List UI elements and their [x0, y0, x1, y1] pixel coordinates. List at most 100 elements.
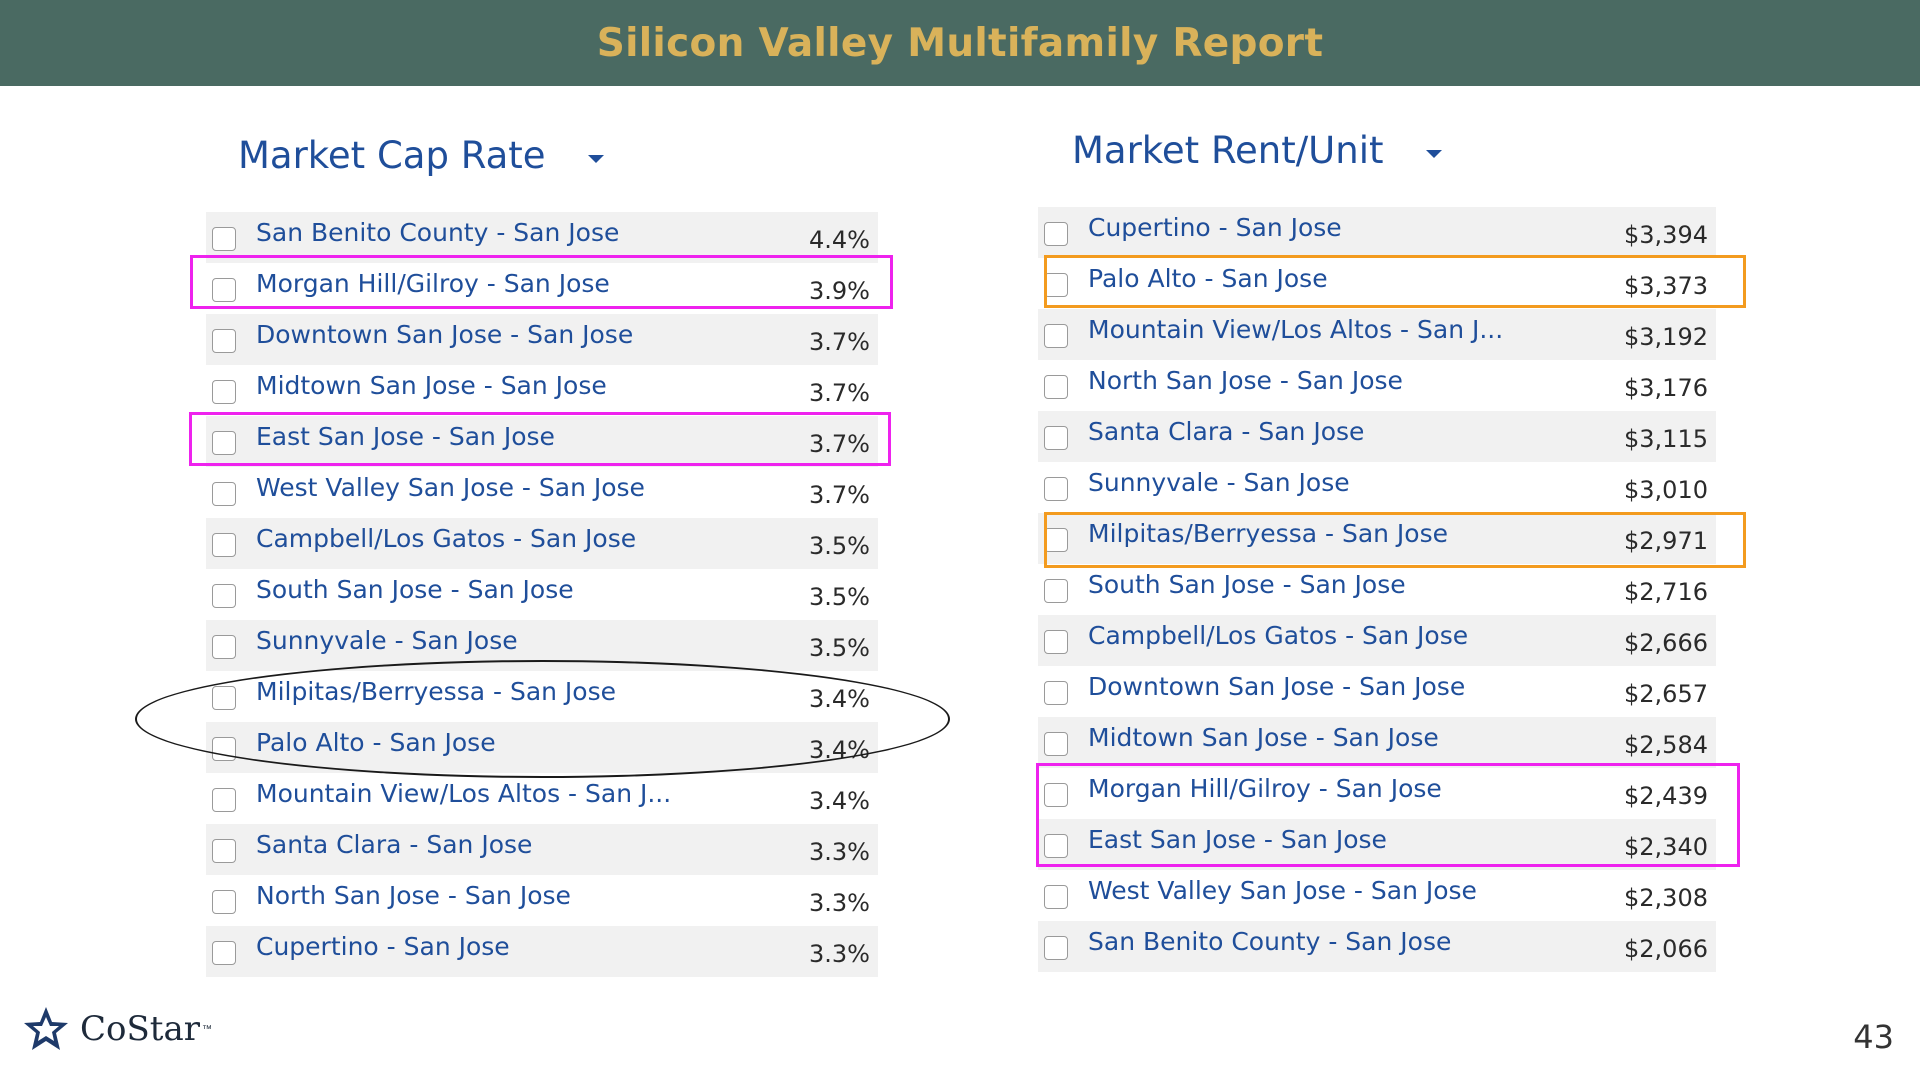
submarket-label[interactable]: San Benito County - San Jose: [1088, 927, 1452, 956]
row-checkbox[interactable]: [1044, 324, 1068, 348]
row-checkbox[interactable]: [212, 278, 236, 302]
list-row[interactable]: Downtown San Jose - San Jose $2,657: [1038, 666, 1716, 717]
rent-unit-list: Cupertino - San Jose $3,394 Palo Alto - Sa…: [1038, 207, 1716, 972]
row-checkbox[interactable]: [212, 635, 236, 659]
row-checkbox[interactable]: [1044, 936, 1068, 960]
submarket-label[interactable]: East San Jose - San Jose: [256, 422, 555, 451]
list-row[interactable]: Sunnyvale - San Jose $3,010: [1038, 462, 1716, 513]
row-checkbox[interactable]: [1044, 477, 1068, 501]
row-checkbox[interactable]: [1044, 528, 1068, 552]
list-row[interactable]: West Valley San Jose - San Jose 3.7%: [206, 467, 878, 518]
row-checkbox[interactable]: [212, 788, 236, 812]
metric-value: 3.3%: [809, 838, 870, 866]
submarket-label[interactable]: Mountain View/Los Altos - San J...: [256, 779, 672, 808]
metric-value: $3,394: [1624, 221, 1708, 249]
row-checkbox[interactable]: [1044, 222, 1068, 246]
list-row[interactable]: Downtown San Jose - San Jose 3.7%: [206, 314, 878, 365]
row-checkbox[interactable]: [212, 329, 236, 353]
submarket-label[interactable]: Palo Alto - San Jose: [1088, 264, 1328, 293]
row-checkbox[interactable]: [1044, 834, 1068, 858]
list-row[interactable]: Mountain View/Los Altos - San J... $3,192: [1038, 309, 1716, 360]
list-row[interactable]: East San Jose - San Jose 3.7%: [206, 416, 878, 467]
list-row[interactable]: Midtown San Jose - San Jose $2,584: [1038, 717, 1716, 768]
list-row[interactable]: Morgan Hill/Gilroy - San Jose 3.9%: [206, 263, 878, 314]
list-row[interactable]: North San Jose - San Jose 3.3%: [206, 875, 878, 926]
submarket-label[interactable]: Cupertino - San Jose: [1088, 213, 1342, 242]
submarket-label[interactable]: South San Jose - San Jose: [1088, 570, 1406, 599]
submarket-label[interactable]: West Valley San Jose - San Jose: [256, 473, 645, 502]
list-row[interactable]: San Benito County - San Jose $2,066: [1038, 921, 1716, 972]
submarket-label[interactable]: Midtown San Jose - San Jose: [1088, 723, 1439, 752]
list-row[interactable]: Palo Alto - San Jose $3,373: [1038, 258, 1716, 309]
row-checkbox[interactable]: [1044, 375, 1068, 399]
cap-rate-dropdown[interactable]: Market Cap Rate: [238, 134, 604, 177]
row-checkbox[interactable]: [212, 839, 236, 863]
list-row[interactable]: Milpitas/Berryessa - San Jose $2,971: [1038, 513, 1716, 564]
list-row[interactable]: Cupertino - San Jose 3.3%: [206, 926, 878, 977]
submarket-label[interactable]: Palo Alto - San Jose: [256, 728, 496, 757]
list-row[interactable]: East San Jose - San Jose $2,340: [1038, 819, 1716, 870]
submarket-label[interactable]: Downtown San Jose - San Jose: [1088, 672, 1466, 701]
submarket-label[interactable]: Midtown San Jose - San Jose: [256, 371, 607, 400]
submarket-label[interactable]: Mountain View/Los Altos - San J...: [1088, 315, 1504, 344]
submarket-label[interactable]: West Valley San Jose - San Jose: [1088, 876, 1477, 905]
submarket-label[interactable]: Sunnyvale - San Jose: [1088, 468, 1350, 497]
submarket-label[interactable]: Milpitas/Berryessa - San Jose: [1088, 519, 1449, 548]
list-row[interactable]: Palo Alto - San Jose 3.4%: [206, 722, 878, 773]
list-row[interactable]: Milpitas/Berryessa - San Jose 3.4%: [206, 671, 878, 722]
row-checkbox[interactable]: [1044, 426, 1068, 450]
submarket-label[interactable]: San Benito County - San Jose: [256, 218, 620, 247]
row-checkbox[interactable]: [1044, 681, 1068, 705]
submarket-label[interactable]: Sunnyvale - San Jose: [256, 626, 518, 655]
list-row[interactable]: Santa Clara - San Jose 3.3%: [206, 824, 878, 875]
rent-unit-dropdown[interactable]: Market Rent/Unit: [1072, 129, 1442, 172]
submarket-label[interactable]: Milpitas/Berryessa - San Jose: [256, 677, 617, 706]
submarket-label[interactable]: Santa Clara - San Jose: [256, 830, 533, 859]
list-row[interactable]: Campbell/Los Gatos - San Jose $2,666: [1038, 615, 1716, 666]
list-row[interactable]: Morgan Hill/Gilroy - San Jose $2,439: [1038, 768, 1716, 819]
list-row[interactable]: Cupertino - San Jose $3,394: [1038, 207, 1716, 258]
row-checkbox[interactable]: [212, 533, 236, 557]
submarket-label[interactable]: Morgan Hill/Gilroy - San Jose: [256, 269, 610, 298]
list-row[interactable]: North San Jose - San Jose $3,176: [1038, 360, 1716, 411]
submarket-label[interactable]: Campbell/Los Gatos - San Jose: [256, 524, 637, 553]
submarket-label[interactable]: Santa Clara - San Jose: [1088, 417, 1365, 446]
list-row[interactable]: San Benito County - San Jose 4.4%: [206, 212, 878, 263]
list-row[interactable]: Mountain View/Los Altos - San J... 3.4%: [206, 773, 878, 824]
submarket-label[interactable]: Downtown San Jose - San Jose: [256, 320, 634, 349]
row-checkbox[interactable]: [212, 380, 236, 404]
submarket-label[interactable]: South San Jose - San Jose: [256, 575, 574, 604]
metric-value: $2,308: [1624, 884, 1708, 912]
metric-value: 3.4%: [809, 685, 870, 713]
row-checkbox[interactable]: [1044, 579, 1068, 603]
row-checkbox[interactable]: [212, 941, 236, 965]
list-row[interactable]: Sunnyvale - San Jose 3.5%: [206, 620, 878, 671]
row-checkbox[interactable]: [1044, 783, 1068, 807]
row-checkbox[interactable]: [1044, 885, 1068, 909]
row-checkbox[interactable]: [212, 227, 236, 251]
row-checkbox[interactable]: [212, 431, 236, 455]
list-row[interactable]: West Valley San Jose - San Jose $2,308: [1038, 870, 1716, 921]
row-checkbox[interactable]: [1044, 630, 1068, 654]
list-row[interactable]: South San Jose - San Jose 3.5%: [206, 569, 878, 620]
row-checkbox[interactable]: [1044, 732, 1068, 756]
row-checkbox[interactable]: [1044, 273, 1068, 297]
submarket-label[interactable]: North San Jose - San Jose: [256, 881, 571, 910]
submarket-label[interactable]: Cupertino - San Jose: [256, 932, 510, 961]
submarket-label[interactable]: Campbell/Los Gatos - San Jose: [1088, 621, 1469, 650]
costar-star-icon: [24, 1007, 68, 1050]
submarket-label[interactable]: East San Jose - San Jose: [1088, 825, 1387, 854]
submarket-label[interactable]: Morgan Hill/Gilroy - San Jose: [1088, 774, 1442, 803]
list-row[interactable]: South San Jose - San Jose $2,716: [1038, 564, 1716, 615]
row-checkbox[interactable]: [212, 890, 236, 914]
metric-value: 3.5%: [809, 532, 870, 560]
row-checkbox[interactable]: [212, 686, 236, 710]
metric-value: $2,340: [1624, 833, 1708, 861]
list-row[interactable]: Campbell/Los Gatos - San Jose 3.5%: [206, 518, 878, 569]
row-checkbox[interactable]: [212, 584, 236, 608]
list-row[interactable]: Midtown San Jose - San Jose 3.7%: [206, 365, 878, 416]
list-row[interactable]: Santa Clara - San Jose $3,115: [1038, 411, 1716, 462]
submarket-label[interactable]: North San Jose - San Jose: [1088, 366, 1403, 395]
row-checkbox[interactable]: [212, 482, 236, 506]
row-checkbox[interactable]: [212, 737, 236, 761]
